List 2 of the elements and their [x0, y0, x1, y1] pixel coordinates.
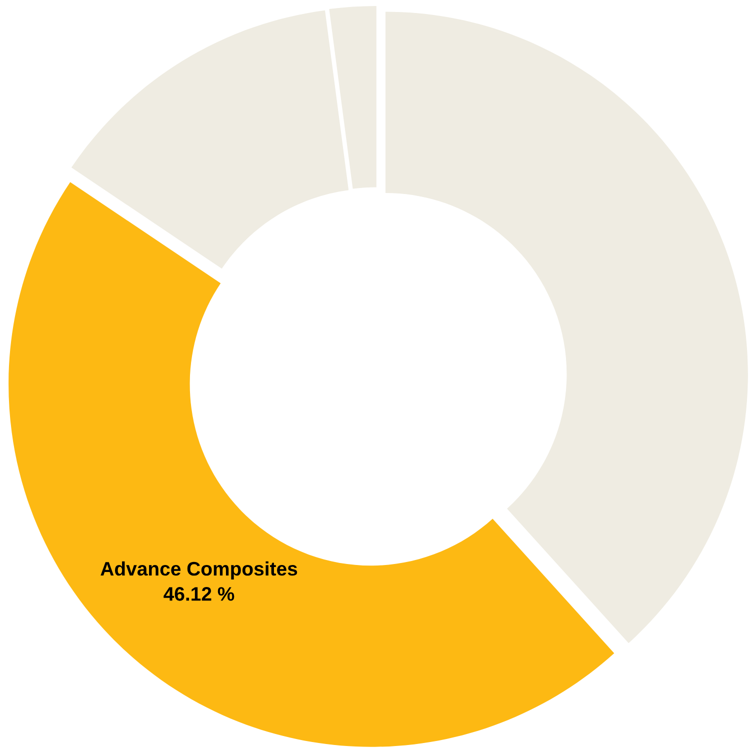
- slice-label: Advance Composites: [100, 561, 298, 580]
- data-label: 46.12 %: [164, 587, 234, 601]
